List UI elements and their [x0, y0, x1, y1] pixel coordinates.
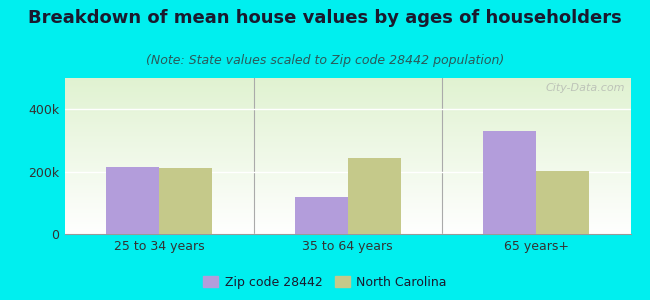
- Text: City-Data.com: City-Data.com: [545, 83, 625, 93]
- Text: Breakdown of mean house values by ages of householders: Breakdown of mean house values by ages o…: [28, 9, 622, 27]
- Bar: [295, 196, 348, 234]
- Bar: [159, 167, 212, 234]
- Bar: [536, 171, 589, 234]
- Text: (Note: State values scaled to Zip code 28442 population): (Note: State values scaled to Zip code 2…: [146, 54, 504, 67]
- Legend: Zip code 28442, North Carolina: Zip code 28442, North Carolina: [198, 271, 452, 294]
- Bar: [484, 131, 536, 234]
- Bar: [107, 167, 159, 234]
- Bar: [348, 158, 400, 234]
